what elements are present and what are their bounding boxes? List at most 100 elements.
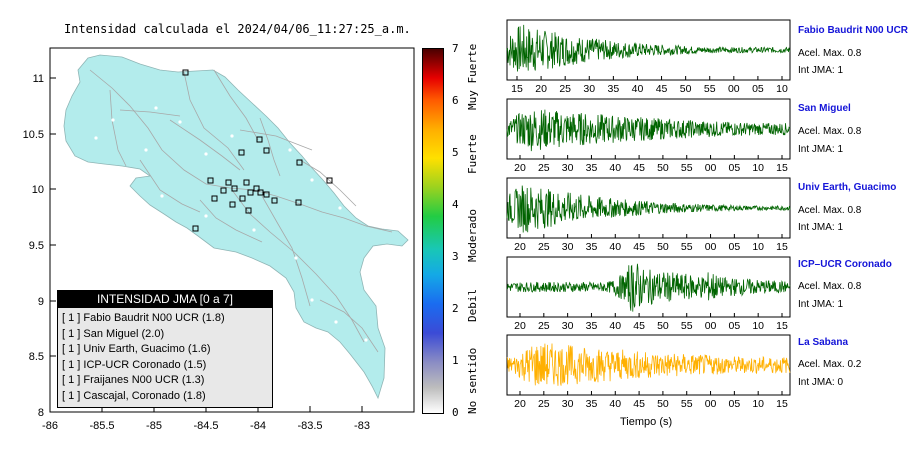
- y-tick-label: 10: [32, 184, 44, 196]
- time-tick-label: 40: [609, 320, 621, 332]
- costa-rica-land: [63, 54, 409, 400]
- time-tick-label: 55: [681, 320, 693, 332]
- time-tick-label: 45: [633, 398, 645, 410]
- colorbar-tick: 2: [452, 302, 459, 315]
- time-tick-label: 15: [776, 162, 788, 174]
- time-tick-label: 00: [705, 162, 717, 174]
- time-tick-label: 25: [538, 398, 550, 410]
- time-tick-label: 10: [752, 398, 764, 410]
- intensity-legend: INTENSIDAD JMA [0 a 7] [ 1 ] Fabio Baudr…: [57, 290, 273, 408]
- legend-title: INTENSIDAD JMA [0 a 7]: [58, 291, 272, 308]
- colorbar-tick: 4: [452, 198, 459, 211]
- time-tick-label: 00: [705, 398, 717, 410]
- waveform-frame: [506, 334, 791, 396]
- time-tick-label: 50: [657, 398, 669, 410]
- time-tick-label: 30: [562, 320, 574, 332]
- waveform-frame: [506, 256, 791, 318]
- time-tick-label: 40: [632, 83, 644, 95]
- time-tick-label: 10: [752, 320, 764, 332]
- station-acel: Acel. Max. 0.8: [798, 48, 862, 59]
- waveform-trace: [506, 24, 791, 72]
- station-int: Int JMA: 0: [798, 377, 844, 388]
- legend-item: [ 1 ] San Miguel (2.0): [62, 327, 165, 340]
- waveform-trace: [506, 263, 791, 312]
- time-tick-label: 35: [608, 83, 620, 95]
- time-tick-label: 25: [538, 241, 550, 253]
- station-markers: [182, 69, 333, 232]
- station-name: San Miguel: [798, 103, 851, 114]
- waveform-panel-san-miguel: 20 25 30 35 40 45 50 55 00 05 10 15: [506, 98, 791, 174]
- time-tick-label: 30: [562, 398, 574, 410]
- time-tick-label: 05: [729, 241, 741, 253]
- station-acel: Acel. Max. 0.8: [798, 126, 862, 137]
- time-tick-label: 15: [776, 320, 788, 332]
- colorbar-tick: 1: [452, 354, 459, 367]
- legend-item: [ 1 ] Univ Earth, Guacimo (1.6): [62, 343, 211, 355]
- time-tick-label: 25: [538, 320, 550, 332]
- time-tick-label: 35: [586, 241, 598, 253]
- station-name: Univ Earth, Guacimo: [798, 182, 897, 193]
- x-tick-label: -84: [250, 420, 266, 432]
- time-tick-label: 05: [729, 320, 741, 332]
- time-tick-label: 30: [562, 162, 574, 174]
- time-tick-label: 45: [656, 83, 668, 95]
- colorbar-tick: 5: [452, 146, 459, 159]
- time-tick-label: 50: [680, 83, 692, 95]
- station-acel: Acel. Max. 0.2: [798, 359, 862, 370]
- time-tick-label: 00: [705, 241, 717, 253]
- waveform-panel-la-sabana: 20 25 30 35 40 45 50 55 00 05 10 15: [506, 334, 791, 410]
- y-tick-label: 8.5: [29, 351, 44, 363]
- time-tick-label: 35: [586, 320, 598, 332]
- colorbar-tick: 3: [452, 250, 459, 263]
- time-tick-label: 55: [681, 241, 693, 253]
- map-roads: [89, 69, 393, 353]
- time-tick-label: 40: [609, 162, 621, 174]
- y-tick-label: 10.5: [23, 129, 44, 141]
- time-tick-label: 20: [514, 162, 526, 174]
- time-tick-label: 10: [776, 83, 788, 95]
- colorbar-tick: 7: [452, 42, 459, 55]
- station-int: Int JMA: 1: [798, 65, 844, 76]
- legend-item: [ 1 ] Fraijanes N00 UCR (1.3): [62, 374, 205, 386]
- time-tick-label: 30: [562, 241, 574, 253]
- time-axis-label: Tiempo (s): [620, 416, 673, 428]
- time-tick-label: 10: [752, 162, 764, 174]
- waveform-trace: [506, 109, 791, 152]
- time-tick-label: 40: [609, 241, 621, 253]
- time-tick-label: 15: [776, 241, 788, 253]
- time-tick-label: 45: [633, 320, 645, 332]
- legend-item: [ 1 ] ICP-UCR Coronado (1.5): [62, 358, 207, 371]
- time-tick-label: 35: [586, 398, 598, 410]
- y-tick-label: 11: [33, 73, 44, 85]
- time-tick-label: 20: [535, 83, 547, 95]
- time-tick-label: 35: [586, 162, 598, 174]
- time-tick-label: 45: [633, 162, 645, 174]
- time-tick-label: 25: [538, 162, 550, 174]
- waveform-panel-univ-earth: 20 25 30 35 40 45 50 55 00 05 10 15: [506, 177, 791, 253]
- waveform-trace: [506, 185, 791, 233]
- time-tick-label: 50: [657, 162, 669, 174]
- station-acel: Acel. Max. 0.8: [798, 205, 862, 216]
- waveform-panel-icp-ucr-coronado: 20 25 30 35 40 45 50 55 00 05 10 15: [506, 256, 791, 332]
- x-tick-label: -85.5: [89, 420, 114, 432]
- time-tick-label: 20: [514, 398, 526, 410]
- time-tick-label: 00: [705, 320, 717, 332]
- station-name: Fabio Baudrit N00 UCR: [798, 25, 909, 36]
- map-title: Intensidad calculada el 2024/04/06_11:27…: [64, 22, 411, 36]
- time-tick-label: 30: [583, 83, 595, 95]
- time-tick-label: 20: [514, 241, 526, 253]
- time-tick-label: 45: [633, 241, 645, 253]
- y-tick-label: 9.5: [29, 240, 44, 252]
- station-int: Int JMA: 1: [798, 222, 844, 233]
- time-tick-label: 00: [728, 83, 740, 95]
- colorbar-tick: 0: [452, 406, 459, 419]
- time-tick-label: 50: [657, 241, 669, 253]
- waveform-trace: [506, 343, 791, 386]
- waveform-frame: [506, 98, 791, 160]
- time-tick-label: 55: [704, 83, 716, 95]
- time-tick-label: 25: [559, 83, 571, 95]
- x-tick-label: -83: [354, 420, 370, 432]
- time-tick-label: 55: [681, 162, 693, 174]
- x-tick-label: -86: [42, 420, 58, 432]
- station-name: La Sabana: [798, 337, 849, 348]
